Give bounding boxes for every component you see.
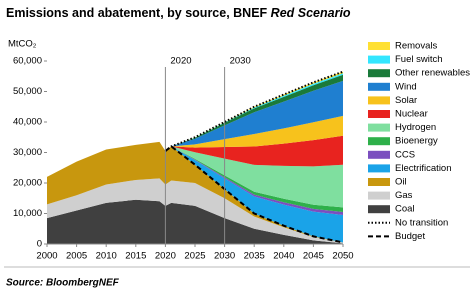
reference-label: 2030 [230,56,251,67]
x-tick-label: 2015 [125,251,146,262]
area [47,141,343,243]
area [47,199,343,244]
area [165,73,343,151]
x-tick-label: 2020 [155,251,176,262]
y-axis-label: MtCO₂ [8,39,37,50]
legend-label: Wind [395,81,417,92]
legend-label: Budget [395,231,425,242]
area [165,135,343,167]
line [164,145,344,244]
area [165,146,343,212]
y-tick-label: 20,000 [13,178,42,189]
legend-swatch [368,137,390,146]
legend-label: Removals [395,41,437,52]
x-tick-label: 2050 [332,251,353,262]
legend-swatch [368,150,390,159]
legend-swatch [368,191,390,200]
legend-label: Oil [395,177,407,188]
x-tick-label: 2025 [184,251,205,262]
legend-label: CCS [395,149,415,160]
area [165,115,343,151]
legend-label: Bioenergy [395,136,438,147]
y-tick-label: 40,000 [13,117,42,128]
legend-swatch [368,178,390,186]
legend-swatch [368,164,390,173]
legend-label: Nuclear [395,109,428,120]
area [165,80,343,151]
legend-label: Other renewables [395,68,470,79]
legend-label: Electrification [395,163,452,174]
legend-label: No transition [395,217,448,228]
legend-swatch [368,205,390,214]
legend-swatch [368,55,390,64]
legend-label: Solar [395,95,417,106]
legend-swatch [368,123,390,132]
x-tick-label: 2035 [244,251,265,262]
legend-swatch [368,42,390,50]
y-tick-label: 0 [37,239,42,250]
legend-label: Coal [395,204,415,215]
chart-title: Emissions and abatement, by source, BNEF… [6,6,351,20]
legend-label: Hydrogen [395,122,436,133]
source: Source: BloombergNEF [6,278,120,289]
y-tick-label: 10,000 [13,208,42,219]
y-tick-label: 30,000 [13,147,42,158]
legend-label: Fuel switch [395,54,443,65]
x-tick-label: 2030 [214,251,235,262]
legend-swatch [368,110,390,118]
x-tick-label: 2045 [303,251,324,262]
legend-swatch [368,69,390,78]
legend-label: Gas [395,190,413,201]
x-tick-label: 2010 [96,251,117,262]
area [165,146,343,208]
y-tick-label: 50,000 [13,86,42,97]
x-tick-label: 2005 [66,251,87,262]
line [164,70,344,152]
area [47,178,343,244]
area [165,74,343,151]
x-tick-label: 2040 [273,251,294,262]
legend-swatch [368,82,390,91]
reference-label: 2020 [170,56,191,67]
chart-title-italic: Red Scenario [271,6,351,20]
y-tick-label: 60,000 [13,56,42,67]
legend-swatch [368,96,390,105]
x-tick-label: 2000 [36,251,57,262]
area [165,146,343,243]
chart-title-main: Emissions and abatement, by source, BNEF [6,6,268,20]
